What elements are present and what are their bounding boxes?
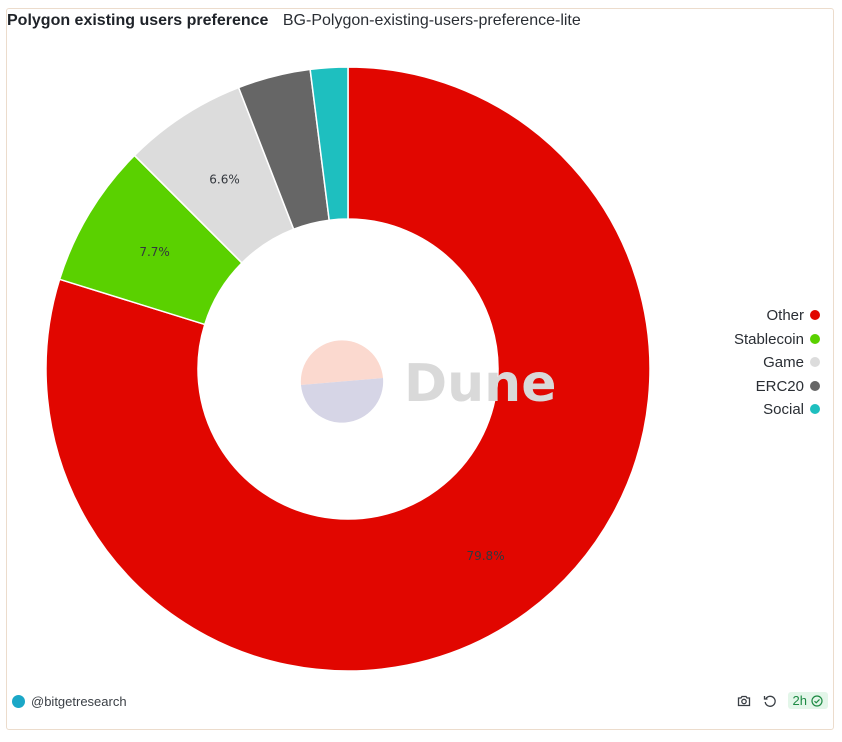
legend-dot-icon xyxy=(810,310,820,320)
legend-item-other[interactable]: Other xyxy=(734,304,820,328)
watermark-text: Dune xyxy=(404,354,556,414)
legend-item-erc20[interactable]: ERC20 xyxy=(734,375,820,399)
dune-watermark: Dune xyxy=(300,340,556,423)
author-name: @bitgetresearch xyxy=(31,694,127,709)
check-circle-icon xyxy=(811,694,823,707)
legend-item-stablecoin[interactable]: Stablecoin xyxy=(734,328,820,352)
author-credit[interactable]: @bitgetresearch xyxy=(12,694,127,709)
pie-slice-social[interactable] xyxy=(309,66,349,222)
chart-title: Polygon existing users preference xyxy=(7,12,269,29)
legend-label: ERC20 xyxy=(755,377,804,395)
dune-logo-icon xyxy=(300,340,384,423)
refresh-icon[interactable] xyxy=(762,693,778,709)
pie-slices xyxy=(45,66,651,672)
camera-icon[interactable] xyxy=(736,693,752,709)
chart-header: Polygon existing users preference BG-Pol… xyxy=(7,12,581,30)
chart-subtitle: BG-Polygon-existing-users-preference-lit… xyxy=(282,12,581,29)
freshness-badge[interactable]: 2h xyxy=(787,692,828,709)
legend-dot-icon xyxy=(810,380,820,391)
slice-labels: 79.8% 7.7% 6.6% xyxy=(139,173,504,563)
legend-dot-icon xyxy=(810,357,820,367)
legend-item-game[interactable]: Game xyxy=(734,351,820,375)
avatar xyxy=(12,695,25,708)
pie-slice-other[interactable] xyxy=(45,66,651,672)
legend-label: Stablecoin xyxy=(733,330,804,348)
freshness-age: 2h xyxy=(792,693,807,708)
footer-actions: 2h xyxy=(736,692,828,709)
slice-label-other: 79.8% xyxy=(466,549,504,563)
slice-label-stablecoin: 7.7% xyxy=(139,245,170,259)
slice-label-game: 6.6% xyxy=(209,173,240,187)
legend-item-social[interactable]: Social xyxy=(734,398,820,422)
chart-legend: Other Stablecoin Game ERC20 Social xyxy=(734,304,820,422)
legend-label: Social xyxy=(763,401,804,418)
legend-label: Other xyxy=(766,307,804,324)
legend-label: Game xyxy=(763,354,804,371)
legend-dot-icon xyxy=(810,404,820,414)
legend-dot-icon xyxy=(810,333,820,344)
